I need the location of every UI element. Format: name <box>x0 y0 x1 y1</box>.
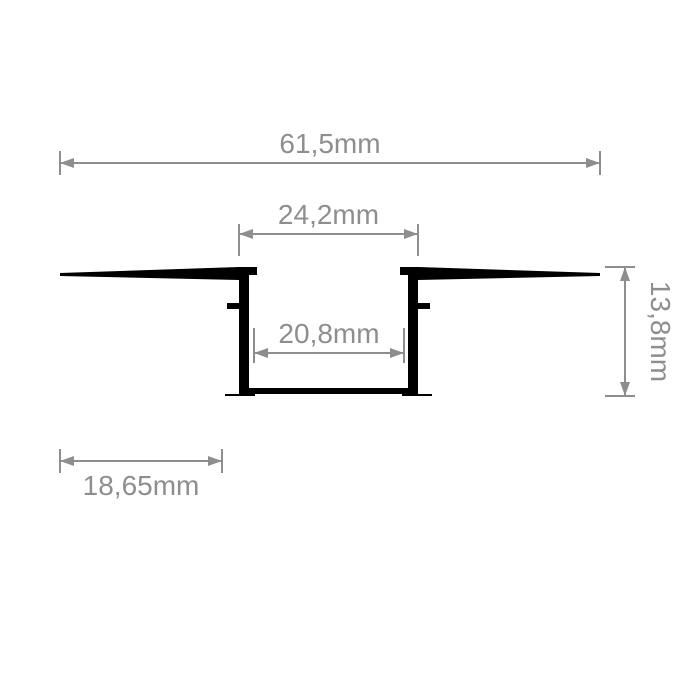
profile-left-wall <box>225 267 257 396</box>
dim-height-label: 13,8mm <box>645 281 676 382</box>
profile-right-flange <box>418 267 600 280</box>
dim-flange-label: 18,65mm <box>83 470 200 501</box>
dim-overall-width-label: 61,5mm <box>279 128 380 159</box>
profile-left-flange <box>60 267 239 280</box>
profile-floor <box>239 388 418 394</box>
dim-inner-opening-label: 24,2mm <box>278 199 379 230</box>
dim-inner-floor-label: 20,8mm <box>278 318 379 349</box>
